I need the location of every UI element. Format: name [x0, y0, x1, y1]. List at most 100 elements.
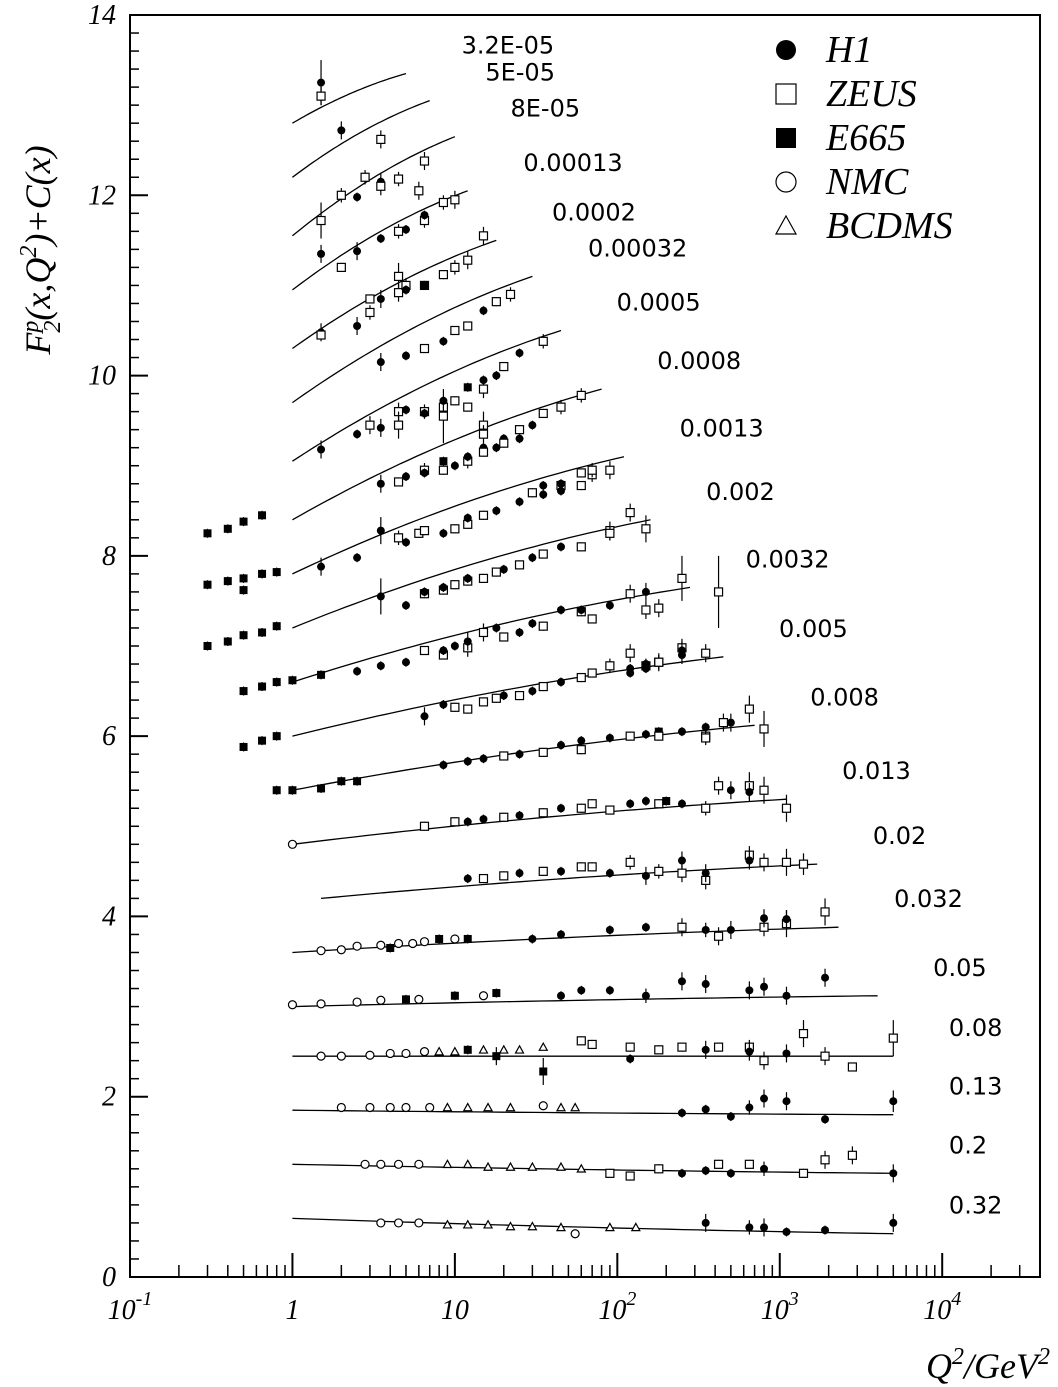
h1-point	[515, 628, 524, 637]
zeus-point	[587, 465, 597, 475]
h1-point	[605, 601, 614, 610]
h1-point	[515, 869, 524, 878]
e665-point	[539, 1067, 548, 1076]
x-bin-label: 0.002	[706, 478, 775, 506]
h1-point	[641, 991, 650, 1000]
h1-point	[821, 1115, 830, 1124]
nmc-point	[385, 1048, 395, 1059]
e665-point	[239, 586, 248, 595]
h1-point	[539, 490, 548, 499]
zeus-point	[759, 785, 769, 795]
zeus-point	[744, 1159, 754, 1169]
nmc-point	[425, 1102, 435, 1113]
zeus-point	[450, 524, 460, 534]
h1-point	[760, 982, 769, 991]
h1-point	[499, 565, 508, 574]
h1-point	[439, 529, 448, 538]
y-tick-label: 10	[88, 361, 116, 392]
zeus-point	[505, 289, 516, 300]
h1-point	[337, 126, 346, 135]
x-tick-label: 1	[285, 1295, 299, 1326]
zeus-point	[605, 465, 615, 475]
fit-curve	[292, 656, 724, 737]
h1-point	[439, 646, 448, 655]
fit-curve	[292, 72, 407, 124]
y-tick-label: 6	[102, 721, 116, 752]
h1-point	[726, 718, 735, 727]
h1-point	[439, 337, 448, 346]
h1-point	[401, 538, 410, 547]
zeus-point	[847, 1062, 857, 1072]
legend-label: ZEUS	[826, 73, 917, 115]
h1-point	[317, 78, 326, 87]
e665-point	[258, 569, 267, 578]
h1-point	[515, 497, 524, 506]
fit-curves	[291, 72, 894, 1235]
zeus-point	[576, 745, 586, 755]
x-bin-label: 0.2	[949, 1131, 987, 1159]
zeus-point	[365, 294, 375, 304]
h1-point	[701, 980, 710, 989]
nmc-point	[414, 1159, 424, 1169]
y-tick-label: 4	[102, 901, 116, 932]
h1-point	[479, 815, 488, 824]
h1-point	[701, 1045, 710, 1054]
e665-point	[450, 991, 459, 1000]
zeus-point	[499, 812, 509, 822]
zeus-point	[393, 477, 404, 487]
fit-curve	[291, 136, 456, 237]
bcdms-point	[478, 1044, 489, 1054]
bcdms-point	[498, 1044, 509, 1054]
h1-point	[539, 481, 548, 490]
zeus-point	[478, 231, 489, 241]
h1-point	[556, 804, 565, 813]
zeus-point	[820, 1155, 830, 1165]
zeus-point	[538, 549, 548, 559]
zeus-point	[654, 866, 664, 876]
x-axis-ticks: 10-1 1 10 102 103 104	[108, 1253, 1041, 1326]
zeus-point	[336, 262, 346, 272]
h1-point	[821, 973, 830, 982]
zeus-point	[798, 1029, 809, 1039]
h1-point	[376, 234, 385, 243]
e665-point	[239, 687, 248, 696]
bcdms-point	[483, 1219, 494, 1229]
e665-point	[435, 934, 444, 943]
nmc-point	[393, 1218, 404, 1228]
nmc-point	[393, 1159, 404, 1169]
h1-point	[492, 506, 501, 515]
e665-point	[272, 732, 281, 741]
fit-curve	[292, 456, 625, 575]
x-bin-label: 0.00013	[523, 149, 622, 177]
h1-point	[641, 797, 650, 806]
x-bin-label: 5E-05	[485, 59, 555, 87]
zeus-point	[538, 621, 548, 631]
zeus-point	[576, 542, 586, 552]
x-axis-title: Q2/GeV2	[926, 1344, 1050, 1386]
h1-point	[463, 574, 472, 583]
x-bin-label: 0.00032	[588, 234, 687, 262]
fit-curve	[292, 519, 651, 629]
zeus-point	[491, 297, 501, 307]
nmc-point	[408, 938, 418, 949]
zeus-point	[538, 866, 548, 876]
x-tick-label: 104	[923, 1288, 961, 1326]
bcdms-point	[483, 1161, 494, 1171]
bcdms-point	[505, 1161, 516, 1171]
nmc-point	[401, 1102, 411, 1113]
e665-point	[239, 631, 248, 640]
zeus-point	[360, 172, 370, 182]
bcdms-point	[630, 1222, 641, 1232]
h1-point	[515, 811, 524, 820]
h1-point	[745, 1103, 754, 1112]
e665-point	[239, 574, 248, 583]
e665-point	[239, 742, 248, 751]
zeus-point	[538, 681, 548, 692]
h1-point	[556, 867, 565, 876]
zeus-point	[538, 336, 548, 346]
bcdms-point	[514, 1044, 525, 1054]
e665-point	[776, 128, 796, 148]
h1-point	[821, 1226, 830, 1235]
zeus-point	[576, 862, 586, 872]
